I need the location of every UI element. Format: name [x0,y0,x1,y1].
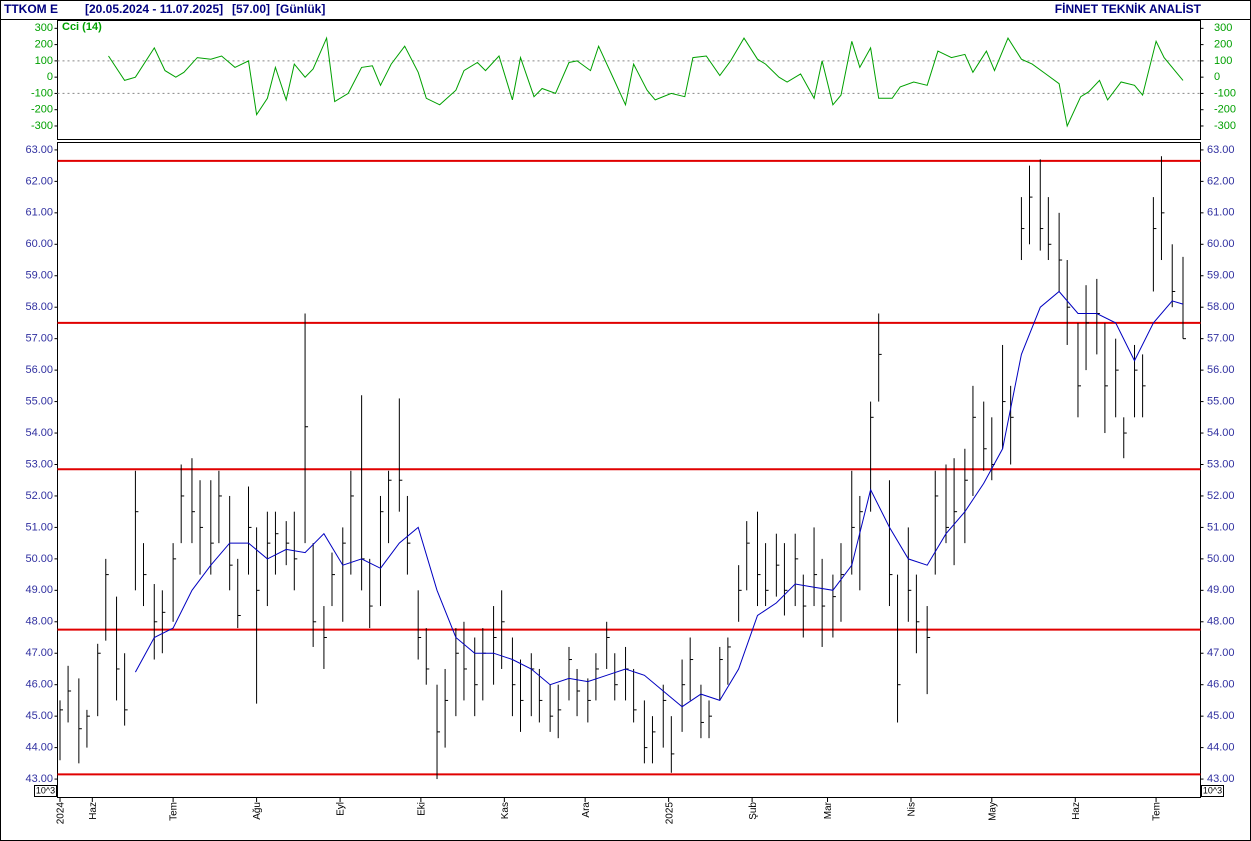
y-tick-label: 61.00 [25,207,53,219]
y-tick-label: 60.00 [25,238,53,250]
y-tick-label: 63.00 [25,144,53,156]
x-tick-label: Haz [1071,802,1082,820]
y-tick-label: 54.00 [25,427,53,439]
y-tick-label: 53.00 [25,458,53,470]
y-tick-label: 62.00 [25,175,53,187]
y-tick-label: 48.00 [25,616,53,628]
y-tick-label: 51.00 [1207,521,1235,533]
y-tick-label: -100 [31,87,53,99]
scale-box [1201,785,1224,797]
y-tick-label: 300 [35,22,53,34]
y-tick-label: 100 [1214,55,1232,67]
y-tick-label: 45.00 [1207,710,1235,722]
y-tick-label: 52.00 [1207,490,1235,502]
y-tick-label: 55.00 [1207,395,1235,407]
last-price: [57.00] [232,2,270,16]
y-tick-label: 57.00 [25,333,53,345]
x-tick-label: Ara [581,802,592,818]
y-tick-label: 46.00 [1207,679,1235,691]
y-tick-label: 45.00 [25,710,53,722]
y-tick-label: 56.00 [1207,364,1235,376]
y-tick-label: 200 [35,39,53,51]
y-tick-label: 56.00 [25,364,53,376]
y-tick-label: 43.00 [25,773,53,785]
scale-label: 10^3 [1203,785,1222,795]
y-tick-label: 0 [1214,71,1220,83]
x-tick-label: Haz [88,802,99,820]
period: [Günlük] [276,2,325,16]
y-tick-label: 50.00 [1207,553,1235,565]
x-tick-label: 2024 [56,802,67,825]
x-tick-label: May [987,802,998,821]
x-tick-label: Nis [907,802,918,816]
x-tick-label: Tem [169,802,180,821]
y-tick-label: 47.00 [1207,647,1235,659]
y-tick-label: -200 [31,104,53,116]
x-tick-label: Mar [823,801,834,819]
y-tick-label: 200 [1214,39,1232,51]
y-tick-label: 43.00 [1207,773,1235,785]
y-tick-label: 59.00 [1207,270,1235,282]
y-tick-label: 49.00 [1207,584,1235,596]
y-tick-label: 50.00 [25,553,53,565]
legend-entry: Cci (14) [62,21,102,33]
symbol: TTKOM E [4,2,58,16]
y-tick-label: 58.00 [1207,301,1235,313]
y-tick-label: 60.00 [1207,238,1235,250]
y-tick-label: 52.00 [25,490,53,502]
scale-label: 10^3 [36,785,55,795]
y-tick-label: 44.00 [25,742,53,754]
y-tick-label: 62.00 [1207,175,1235,187]
y-tick-label: 51.00 [25,521,53,533]
y-tick-label: 55.00 [25,395,53,407]
date-range: [20.05.2024 - 11.07.2025] [85,2,223,16]
cci-line [108,36,1184,128]
y-tick-label: -200 [1214,104,1236,116]
scale-box [34,785,57,797]
y-tick-label: 49.00 [25,584,53,596]
y-tick-label: 47.00 [25,647,53,659]
y-tick-label: 58.00 [25,301,53,313]
cci-panel [57,20,1201,140]
y-tick-label: 59.00 [25,270,53,282]
y-tick-label: -300 [1214,120,1236,132]
y-tick-label: 61.00 [1207,207,1235,219]
brand: FİNNET TEKNİK ANALİST [1055,1,1202,16]
x-tick-label: Eki [417,802,428,816]
y-tick-label: -100 [1214,87,1236,99]
y-tick-label: 63.00 [1207,144,1235,156]
x-tick-label: Eyl [336,802,347,816]
y-tick-label: 48.00 [1207,616,1235,628]
x-tick-label: Kas [500,802,511,819]
y-tick-label: 53.00 [1207,458,1235,470]
y-tick-label: 54.00 [1207,427,1235,439]
x-tick-label: 2025 [664,802,675,825]
moving-average [134,290,1184,708]
y-tick-label: 57.00 [1207,333,1235,345]
y-tick-label: 44.00 [1207,742,1235,754]
y-tick-label: -300 [31,120,53,132]
x-tick-label: Ağu [252,802,263,820]
x-tick-label: Tem [1152,802,1163,821]
x-tick-label: Şub [748,802,759,820]
y-tick-label: 0 [47,71,53,83]
y-tick-label: 300 [1214,22,1232,34]
y-tick-label: 100 [35,55,53,67]
y-tick-label: 46.00 [25,679,53,691]
